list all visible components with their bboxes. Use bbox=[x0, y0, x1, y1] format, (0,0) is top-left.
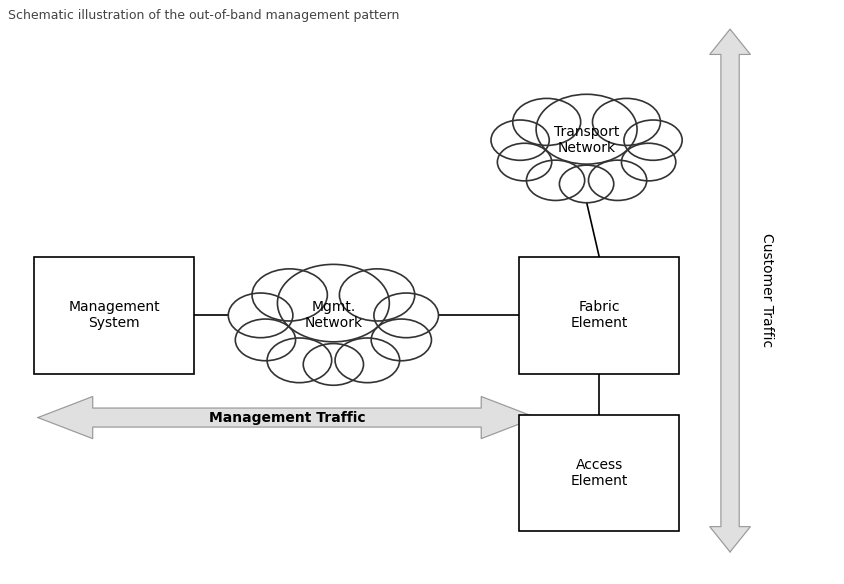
Circle shape bbox=[339, 269, 414, 321]
Circle shape bbox=[228, 293, 293, 338]
Circle shape bbox=[497, 143, 552, 181]
Circle shape bbox=[527, 160, 585, 200]
FancyBboxPatch shape bbox=[34, 257, 194, 374]
FancyBboxPatch shape bbox=[519, 415, 679, 531]
Circle shape bbox=[335, 338, 400, 383]
Text: Access
Element: Access Element bbox=[571, 458, 628, 488]
Circle shape bbox=[252, 269, 327, 321]
Polygon shape bbox=[710, 29, 750, 552]
Text: Transport
Network: Transport Network bbox=[554, 125, 619, 155]
Circle shape bbox=[371, 319, 431, 361]
FancyBboxPatch shape bbox=[519, 257, 679, 374]
Circle shape bbox=[560, 165, 614, 203]
Circle shape bbox=[512, 99, 581, 145]
Circle shape bbox=[536, 94, 637, 164]
Circle shape bbox=[491, 120, 549, 161]
Text: Management Traffic: Management Traffic bbox=[208, 411, 365, 425]
Polygon shape bbox=[38, 397, 536, 439]
Circle shape bbox=[267, 338, 332, 383]
Text: Fabric
Element: Fabric Element bbox=[571, 300, 628, 331]
Circle shape bbox=[374, 293, 439, 338]
Text: Mgmt.
Network: Mgmt. Network bbox=[305, 300, 362, 331]
Circle shape bbox=[278, 265, 389, 342]
Text: Management
System: Management System bbox=[68, 300, 160, 331]
Text: Customer Traffic: Customer Traffic bbox=[760, 234, 775, 347]
Circle shape bbox=[621, 143, 676, 181]
Circle shape bbox=[235, 319, 295, 361]
Text: Schematic illustration of the out-of-band management pattern: Schematic illustration of the out-of-ban… bbox=[8, 9, 400, 22]
Circle shape bbox=[592, 99, 660, 145]
Circle shape bbox=[624, 120, 682, 161]
Circle shape bbox=[588, 160, 647, 200]
Circle shape bbox=[303, 343, 364, 385]
